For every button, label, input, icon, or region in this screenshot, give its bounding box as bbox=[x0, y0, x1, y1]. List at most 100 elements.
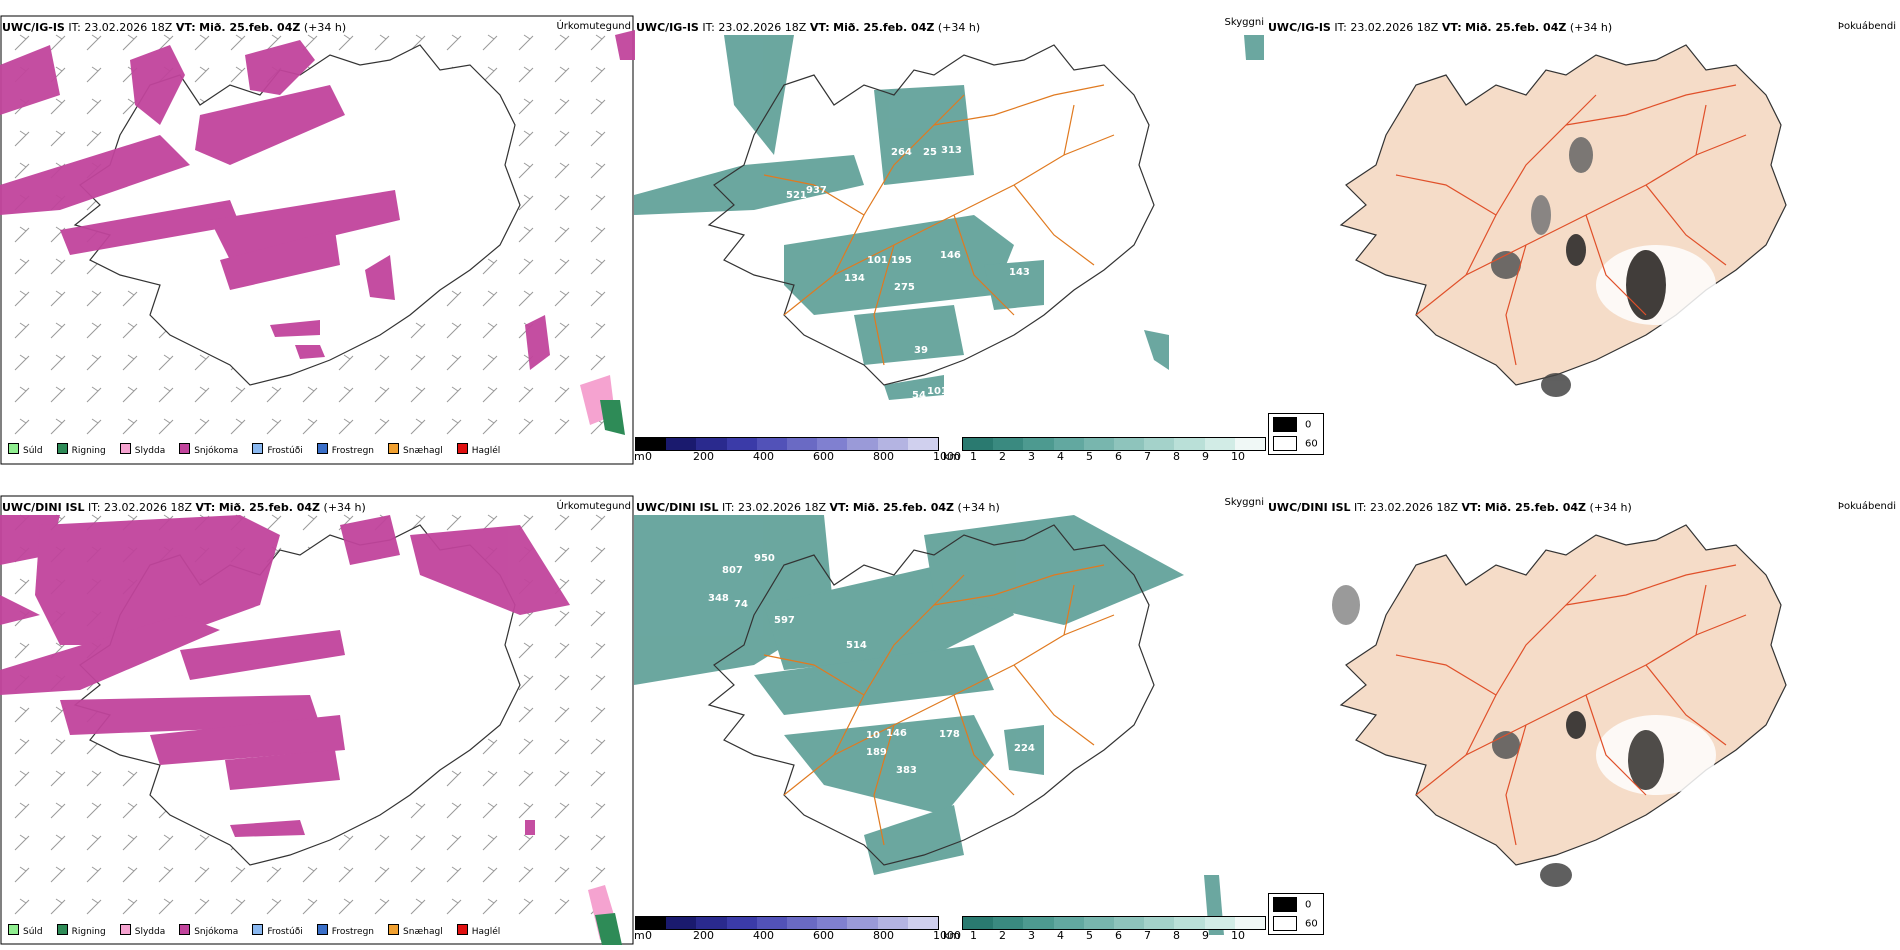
colorbar-tick: 6 bbox=[1115, 929, 1122, 942]
vis-label: 146 bbox=[886, 728, 907, 739]
legend-item: Haglél bbox=[456, 924, 500, 937]
legend-swatch bbox=[456, 924, 468, 935]
fog-title: Þokuábendi bbox=[1837, 501, 1896, 512]
colorbar-tick: 600 bbox=[813, 929, 834, 942]
fog-map bbox=[1332, 524, 1787, 887]
precip-legend: Súld Rigning Slydda Snjókoma Frostúði Fr… bbox=[8, 443, 500, 456]
colorbar-segment bbox=[877, 438, 908, 450]
colorbar-segment bbox=[1144, 917, 1175, 929]
legend-swatch bbox=[388, 924, 400, 935]
legend-item: Frostregn bbox=[316, 443, 374, 456]
colorbar-segment bbox=[963, 917, 994, 929]
colorbar-segment bbox=[756, 438, 788, 450]
vis-label: 275 bbox=[894, 282, 915, 293]
colorbar-segment bbox=[847, 438, 878, 450]
colorbar-segment bbox=[696, 917, 727, 929]
vis-label: 347 bbox=[928, 187, 949, 198]
legend-item: Súld bbox=[8, 443, 43, 456]
vis-label: 101 bbox=[927, 386, 948, 397]
colorbar-tick: 1000 bbox=[933, 929, 961, 942]
colorbar-segment bbox=[847, 917, 878, 929]
colorbar-segment bbox=[1234, 917, 1266, 929]
colorbar-segment bbox=[696, 438, 727, 450]
vis-panel-row1: UWC/IG-IS IT: 23.02.2026 18Z VT: Mið. 25… bbox=[634, 15, 1264, 465]
colorbar-tick: 200 bbox=[693, 929, 714, 942]
precip-panel-row2: UWC/DINI ISL IT: 23.02.2026 18Z VT: Mið.… bbox=[0, 495, 635, 950]
colorbar-segment bbox=[756, 917, 788, 929]
colorbar-tick: 4 bbox=[1057, 450, 1064, 463]
colorbar-segment bbox=[1114, 438, 1145, 450]
legend-item: Snæhagl bbox=[388, 924, 443, 937]
fog-map bbox=[1339, 44, 1787, 397]
precip-map bbox=[0, 15, 635, 465]
vis-label: 84 bbox=[912, 868, 926, 879]
legend-swatch bbox=[1273, 916, 1297, 931]
cbar-unit: m bbox=[634, 450, 645, 463]
colorbar-tick: 7 bbox=[1144, 929, 1151, 942]
colorbar-segment bbox=[726, 917, 757, 929]
vis-label: 937 bbox=[806, 185, 827, 196]
cbar-unit: km bbox=[943, 450, 961, 463]
vis-label: 134 bbox=[844, 273, 865, 284]
road-network bbox=[763, 564, 1115, 846]
colorbar-tick: 9 bbox=[1202, 450, 1209, 463]
colorbar-tick: 400 bbox=[753, 450, 774, 463]
colorbar-tick: 7 bbox=[1144, 450, 1151, 463]
legend-swatch bbox=[1273, 436, 1297, 451]
precip-title: Úrkomutegund bbox=[556, 501, 631, 512]
legend-swatch bbox=[119, 443, 131, 454]
colorbar-tick: 9 bbox=[1202, 929, 1209, 942]
vis-label: 178 bbox=[939, 729, 960, 740]
fog-legend-row2: 0 60 bbox=[1268, 893, 1324, 935]
legend-swatch bbox=[119, 924, 131, 935]
legend-swatch bbox=[8, 443, 19, 454]
legend-item: Rigning bbox=[56, 924, 106, 937]
road-network bbox=[1395, 564, 1747, 846]
vis-label: 39 bbox=[914, 345, 928, 356]
legend-swatch bbox=[252, 924, 264, 935]
legend-item: Snæhagl bbox=[388, 443, 443, 456]
colorbar-segment bbox=[726, 438, 757, 450]
legend-swatch bbox=[252, 443, 264, 454]
colorbar-segment bbox=[963, 438, 994, 450]
cbar-unit: km bbox=[943, 929, 961, 942]
vis-label: 74 bbox=[734, 599, 748, 610]
model-name: UWC/DINI ISL bbox=[2, 501, 85, 514]
legend-item: Rigning bbox=[56, 443, 106, 456]
colorbar-segment bbox=[1144, 438, 1175, 450]
legend-item: Haglél bbox=[456, 443, 500, 456]
colorbar-tick: 1 bbox=[970, 450, 977, 463]
vis-label: 195 bbox=[891, 255, 912, 266]
precip-map bbox=[0, 495, 634, 945]
vis-label: 950 bbox=[754, 553, 775, 564]
cbar-ticks-km: 1 2 3 4 5 6 7 8 9 10 bbox=[962, 450, 1264, 464]
precip-panel-row1: UWC/IG-IS IT: 23.02.2026 18Z VT: Mið. 25… bbox=[0, 15, 635, 465]
legend-item: Súld bbox=[8, 924, 43, 937]
vis-label: 143 bbox=[1009, 267, 1030, 278]
fog-panel-row1: UWC/IG-IS IT: 23.02.2026 18Z VT: Mið. 25… bbox=[1266, 15, 1900, 465]
legend-swatch bbox=[316, 924, 328, 935]
colorbar-segment bbox=[907, 917, 939, 929]
colorbar-tick: 1 bbox=[970, 929, 977, 942]
vis-header-row2: UWC/DINI ISL IT: 23.02.2026 18Z VT: Mið.… bbox=[636, 501, 1000, 514]
colorbar-tick: 800 bbox=[873, 450, 894, 463]
colorbar-segment bbox=[1023, 438, 1054, 450]
model-name: UWC/IG-IS bbox=[2, 21, 65, 34]
vis-label: 383 bbox=[896, 765, 917, 776]
colorbar-meters bbox=[635, 916, 939, 930]
visibility-map bbox=[634, 515, 1224, 935]
colorbar-tick: 8 bbox=[1173, 929, 1180, 942]
precip-legend: Súld Rigning Slydda Snjókoma Frostúði Fr… bbox=[8, 924, 500, 937]
colorbar-tick: 1000 bbox=[933, 450, 961, 463]
colorbar-segment bbox=[907, 438, 939, 450]
colorbar-segment bbox=[636, 917, 667, 929]
fog-shading bbox=[1491, 137, 1716, 397]
legend-item: Frostúði bbox=[252, 443, 303, 456]
rain-area bbox=[595, 913, 622, 945]
fog-title: Þokuábendi bbox=[1837, 21, 1896, 32]
legend-item: Snjókoma bbox=[179, 443, 238, 456]
colorbar-segment bbox=[1114, 917, 1145, 929]
init-time: IT: 23.02.2026 18Z bbox=[88, 501, 193, 514]
colorbar-segment bbox=[666, 917, 697, 929]
valid-time-label: VT: bbox=[175, 21, 196, 34]
